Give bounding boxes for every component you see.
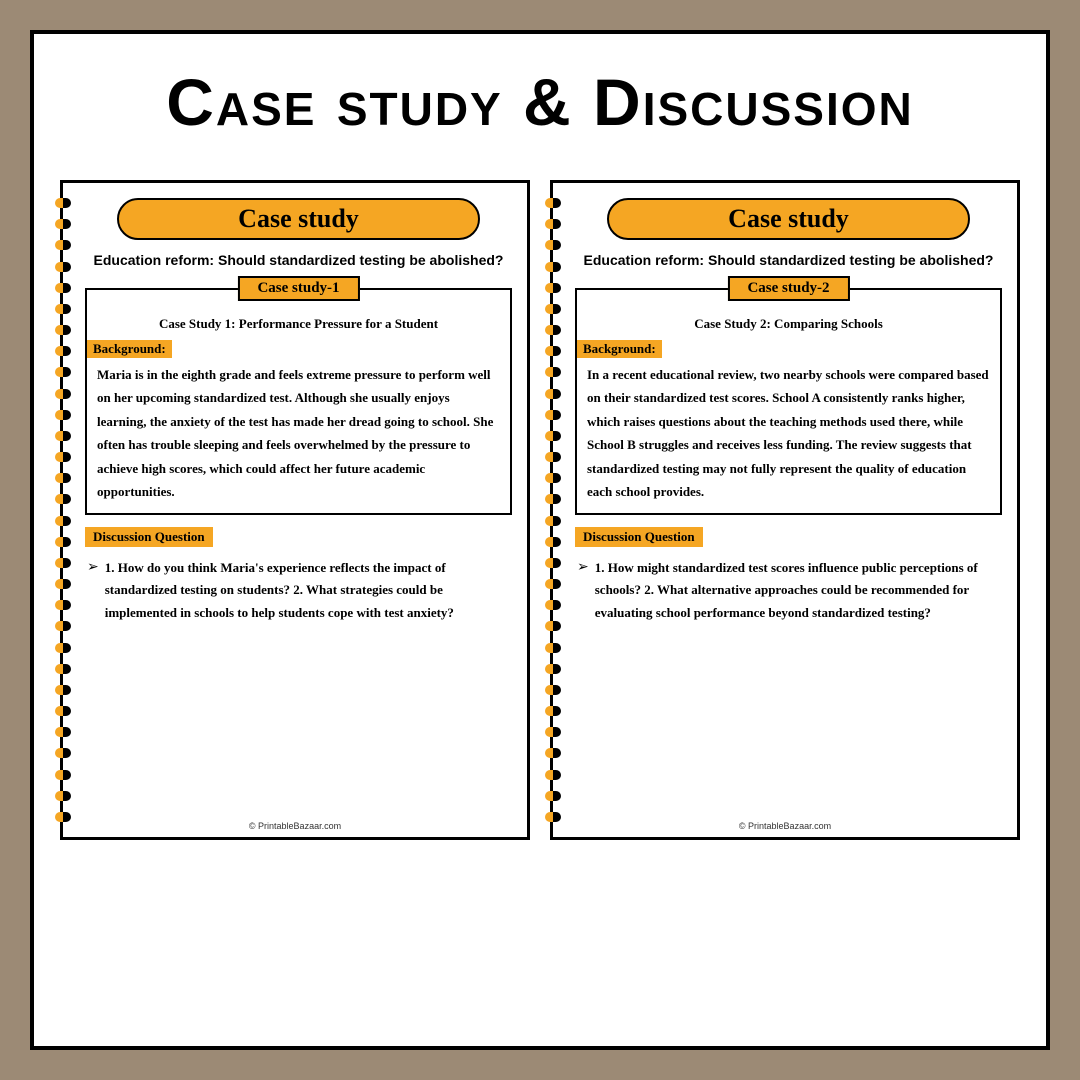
background-label: Background: — [87, 340, 172, 358]
background-text: Maria is in the eighth grade and feels e… — [97, 363, 500, 503]
case-box-label: Case study-1 — [237, 276, 359, 301]
worksheet-page-2: Case study Education reform: Should stan… — [550, 180, 1020, 840]
page-subtitle: Education reform: Should standardized te… — [575, 252, 1002, 268]
case-heading: Case Study 2: Comparing Schools — [587, 316, 990, 332]
page-pill-title: Case study — [117, 198, 480, 240]
page-footer: © PrintableBazaar.com — [553, 821, 1017, 831]
arrow-bullet-icon: ➢ — [577, 558, 589, 623]
page-pill-title: Case study — [607, 198, 970, 240]
spiral-binding — [61, 198, 79, 822]
background-text: In a recent educational review, two near… — [587, 363, 990, 503]
case-study-box: Case study-2 Case Study 2: Comparing Sch… — [575, 288, 1002, 515]
discussion-label: Discussion Question — [575, 527, 703, 547]
outer-frame: Case study & Discussion Case study Educa… — [30, 30, 1050, 1050]
case-box-label: Case study-2 — [727, 276, 849, 301]
discussion-label: Discussion Question — [85, 527, 213, 547]
background-label: Background: — [577, 340, 662, 358]
worksheet-page-1: Case study Education reform: Should stan… — [60, 180, 530, 840]
spiral-binding — [551, 198, 569, 822]
main-title: Case study & Discussion — [54, 64, 1026, 140]
question-row: ➢ 1. How do you think Maria's experience… — [85, 557, 512, 623]
page-subtitle: Education reform: Should standardized te… — [85, 252, 512, 268]
case-heading: Case Study 1: Performance Pressure for a… — [97, 316, 500, 332]
question-text: 1. How do you think Maria's experience r… — [105, 557, 512, 623]
case-study-box: Case study-1 Case Study 1: Performance P… — [85, 288, 512, 515]
page-footer: © PrintableBazaar.com — [63, 821, 527, 831]
question-row: ➢ 1. How might standardized test scores … — [575, 557, 1002, 623]
pages-container: Case study Education reform: Should stan… — [54, 180, 1026, 1026]
arrow-bullet-icon: ➢ — [87, 558, 99, 623]
question-text: 1. How might standardized test scores in… — [595, 557, 1002, 623]
